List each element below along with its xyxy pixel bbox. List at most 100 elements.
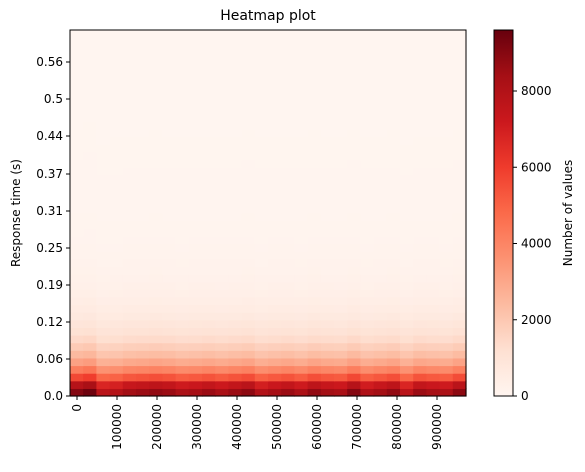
heatmap-cell [294, 175, 308, 183]
heatmap-cell [374, 305, 388, 313]
heatmap-cell [426, 175, 440, 183]
heatmap-cell [255, 167, 269, 175]
heatmap-cell [268, 198, 282, 206]
heatmap-cell [228, 236, 242, 244]
heatmap-cell [347, 83, 361, 91]
heatmap-cell [123, 68, 137, 76]
heatmap-cell [228, 122, 242, 130]
heatmap-cell [70, 167, 84, 175]
heatmap-cell [308, 167, 322, 175]
heatmap-cell [255, 259, 269, 267]
heatmap-cell [110, 244, 124, 252]
heatmap-cell [255, 144, 269, 152]
heatmap-cell [70, 289, 84, 297]
heatmap-cell [96, 320, 110, 328]
heatmap-cell [387, 167, 401, 175]
heatmap-cell [176, 83, 190, 91]
heatmap-cell [294, 198, 308, 206]
heatmap-cell [360, 305, 374, 313]
heatmap-cell [149, 289, 163, 297]
heatmap-cell [149, 381, 163, 389]
heatmap-cell [149, 228, 163, 236]
heatmap-cell [136, 221, 150, 229]
heatmap-cell [110, 289, 124, 297]
heatmap-cell [413, 99, 427, 107]
heatmap-cell [453, 259, 467, 267]
heatmap-cell [281, 350, 295, 358]
heatmap-cell [360, 61, 374, 69]
heatmap-cell [70, 381, 84, 389]
heatmap-cell [176, 30, 190, 38]
heatmap-cell [440, 38, 454, 46]
heatmap-cell [387, 83, 401, 91]
heatmap-cell [440, 167, 454, 175]
heatmap-cell [70, 244, 84, 252]
heatmap-cell [321, 358, 335, 366]
heatmap-cell [123, 99, 137, 107]
heatmap-cell [413, 205, 427, 213]
heatmap-cell [96, 282, 110, 290]
heatmap-cell [453, 160, 467, 168]
heatmap-cell [136, 183, 150, 191]
heatmap-cell [413, 106, 427, 114]
heatmap-cell [149, 175, 163, 183]
heatmap-cell [176, 76, 190, 84]
heatmap-cell [176, 282, 190, 290]
heatmap-cell [255, 76, 269, 84]
heatmap-cell [189, 30, 203, 38]
heatmap-cell [374, 251, 388, 259]
heatmap-cell [70, 190, 84, 198]
heatmap-cell [374, 343, 388, 351]
heatmap-cell [281, 259, 295, 267]
heatmap-cell [136, 213, 150, 221]
heatmap-cell [440, 213, 454, 221]
heatmap-cell [162, 30, 176, 38]
heatmap-cell [162, 205, 176, 213]
heatmap-cell [242, 266, 256, 274]
heatmap-cell [176, 327, 190, 335]
heatmap-cell [400, 358, 414, 366]
heatmap-cell [149, 83, 163, 91]
heatmap-cell [426, 91, 440, 99]
heatmap-cell [202, 190, 216, 198]
heatmap-cell [202, 266, 216, 274]
heatmap-cell [294, 366, 308, 374]
heatmap-cell [374, 259, 388, 267]
heatmap-cell [96, 76, 110, 84]
heatmap-cell [162, 106, 176, 114]
heatmap-cell [96, 297, 110, 305]
heatmap-cell [453, 83, 467, 91]
heatmap-cell [83, 381, 97, 389]
heatmap-cell [334, 343, 348, 351]
heatmap-cell [294, 30, 308, 38]
heatmap-cell [136, 289, 150, 297]
heatmap-cell [426, 289, 440, 297]
heatmap-cell [440, 76, 454, 84]
heatmap-cell [440, 129, 454, 137]
heatmap-cell [413, 335, 427, 343]
heatmap-cell [426, 305, 440, 313]
heatmap-cell [294, 251, 308, 259]
heatmap-cell [123, 236, 137, 244]
heatmap-cell [413, 190, 427, 198]
heatmap-cell [83, 91, 97, 99]
heatmap-cell [242, 129, 256, 137]
heatmap-cell [162, 114, 176, 122]
heatmap-cell [347, 259, 361, 267]
heatmap-cell [426, 114, 440, 122]
heatmap-cell [83, 236, 97, 244]
heatmap-cell [228, 160, 242, 168]
heatmap-cell [162, 68, 176, 76]
heatmap-cell [453, 266, 467, 274]
heatmap-cell [426, 122, 440, 130]
heatmap-cell [268, 91, 282, 99]
heatmap-cell [123, 366, 137, 374]
heatmap-cell [387, 61, 401, 69]
heatmap-cell [347, 305, 361, 313]
heatmap-cell [202, 68, 216, 76]
heatmap-cell [123, 289, 137, 297]
x-tick-label: 200000 [150, 404, 164, 450]
heatmap-cell [294, 388, 308, 396]
heatmap-cell [321, 83, 335, 91]
heatmap-cell [281, 76, 295, 84]
